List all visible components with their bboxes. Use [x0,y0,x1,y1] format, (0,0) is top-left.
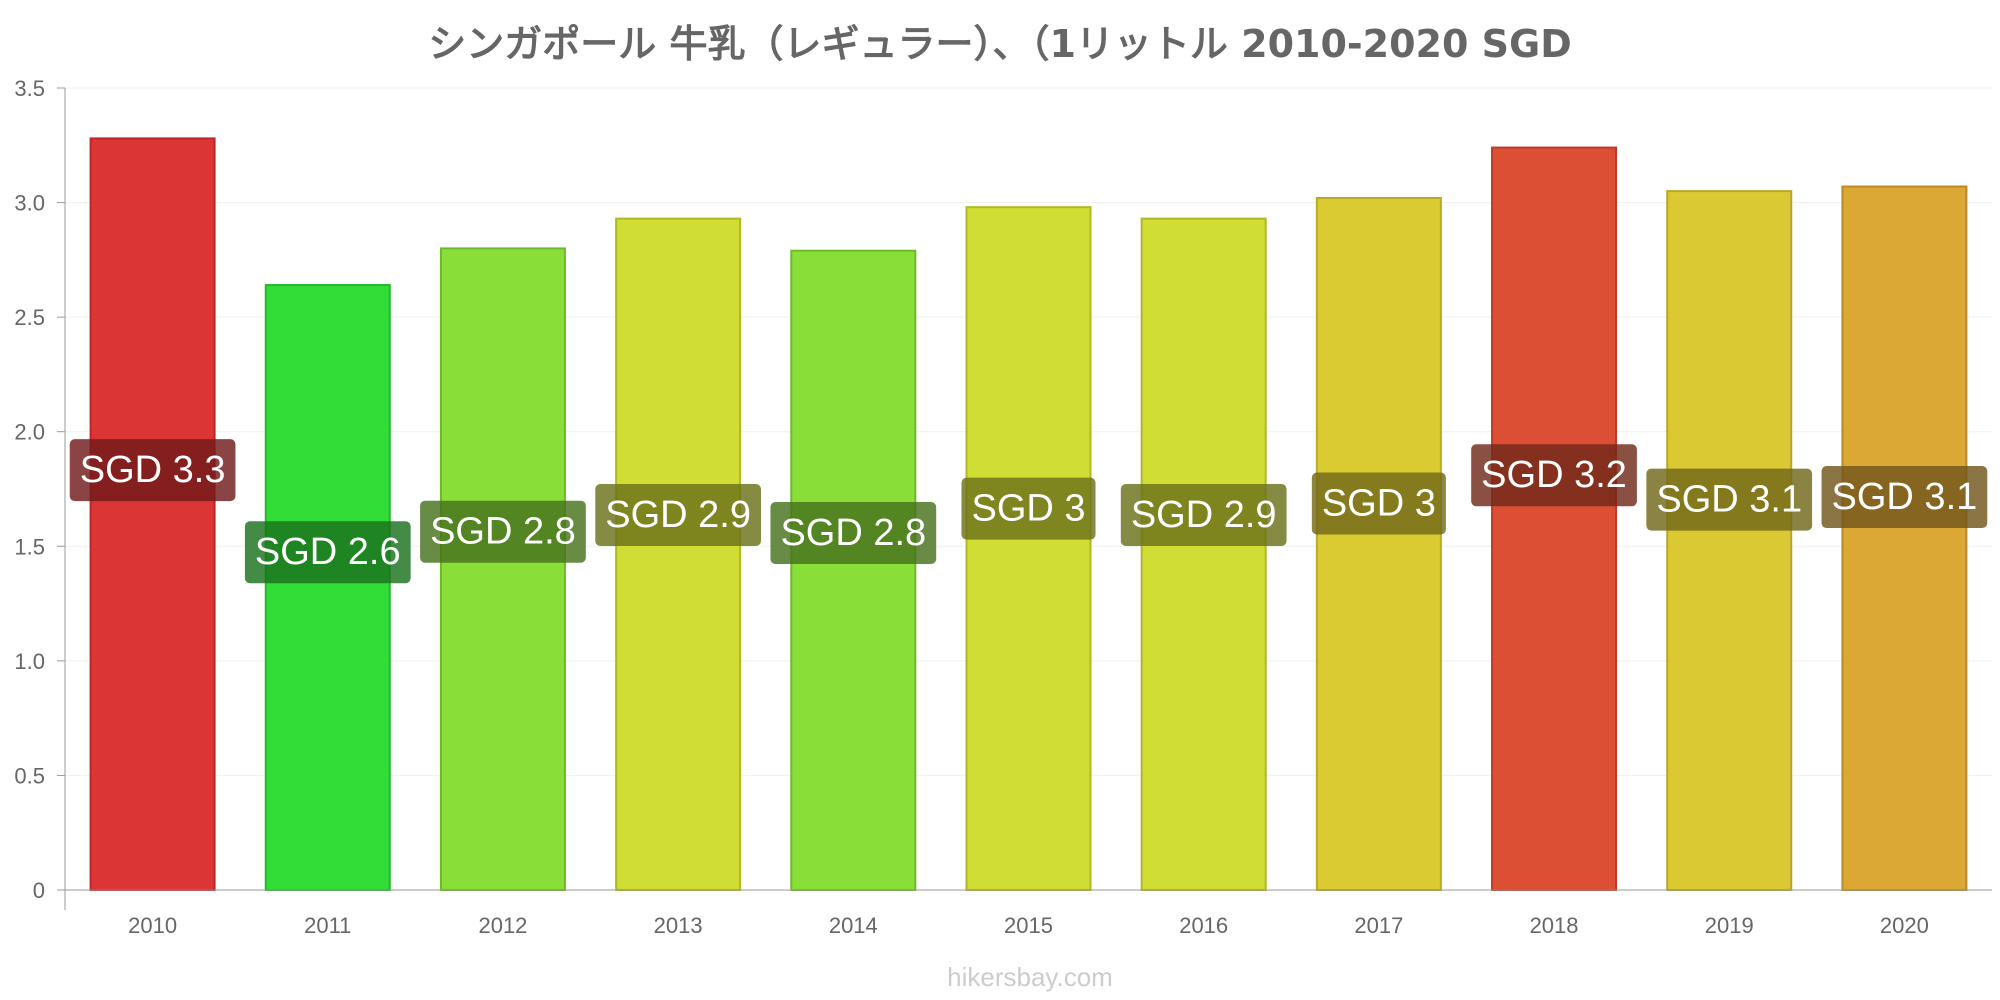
y-tick-label: 1.5 [14,534,45,559]
data-labels: SGD 3.3 SGD 2.6 SGD 2.8 SGD 2.9 SGD 2.8 SGD 3… [69,439,1988,584]
bar-2018 [1491,146,1618,891]
data-label-2018: SGD 3.2 [1471,444,1637,507]
data-label-text: SGD 2.8 [430,511,576,553]
data-label-background [961,477,1096,540]
watermark: hikersbay.com [947,962,1113,992]
y-tick-label: 2.5 [14,305,45,330]
data-label-2015: SGD 3 [961,477,1096,540]
data-label-2020: SGD 3.1 [1821,466,1988,529]
bar-2012 [439,247,566,891]
data-label-background [1120,484,1287,547]
data-label-background [1821,466,1988,529]
bar-2017 [1315,196,1442,891]
data-label-text: SGD 3.2 [1481,454,1627,496]
data-label-background [770,501,937,564]
data-label-text: SGD 3.1 [1832,476,1978,518]
data-label-background [244,521,411,584]
y-axis: 0 0.5 1.0 1.5 2.0 2.5 3.0 3.5 [14,76,66,910]
bars [89,137,1968,892]
data-label-2010: SGD 3.3 [69,439,236,502]
data-label-text: SGD 2.8 [780,512,926,554]
x-tick-label: 2017 [1354,913,1403,938]
x-tick-label: 2016 [1179,913,1228,938]
data-label-background [1646,468,1813,531]
data-label-2019: SGD 3.1 [1646,468,1813,531]
x-tick-label: 2019 [1705,913,1754,938]
y-tick-label: 3.5 [14,76,45,101]
data-label-text: SGD 2.9 [1131,494,1277,536]
data-label-background [69,439,236,502]
x-tick-label: 2020 [1880,913,1929,938]
y-tick-label: 2.0 [14,420,45,445]
x-tick-label: 2012 [478,913,527,938]
data-label-2011: SGD 2.6 [244,521,411,584]
y-tick-label: 3.0 [14,191,45,216]
data-label-2014: SGD 2.8 [770,501,937,564]
bar-2013 [615,217,742,891]
x-tick-label: 2018 [1530,913,1579,938]
chart-title: シンガポール 牛乳（レギュラー）、（1リットル 2010-2020 SGD [428,22,1572,66]
data-label-text: SGD 3.3 [80,449,226,491]
data-label-background [595,484,762,547]
data-label-text: SGD 2.9 [605,494,751,536]
x-axis: 2010 2011 2012 2013 2014 2015 2016 2017 2018 2019… [65,889,1992,938]
data-label-2016: SGD 2.9 [1120,484,1287,547]
bar-2016 [1140,217,1267,891]
data-label-background [420,500,586,563]
data-label-background [1311,472,1446,535]
x-tick-label: 2013 [654,913,703,938]
data-label-text: SGD 3 [1322,482,1436,524]
y-tick-label: 1.0 [14,649,45,674]
x-tick-label: 2011 [304,913,351,938]
data-label-background [1471,444,1637,507]
data-label-text: SGD 3 [971,488,1085,530]
y-tick-label: 0 [33,878,45,903]
bar-2014 [790,249,917,892]
bar-2011 [264,284,391,891]
data-label-text: SGD 2.6 [255,531,401,573]
bar-2010 [89,137,216,891]
data-label-2013: SGD 2.9 [595,484,762,547]
bar-2019 [1666,190,1793,892]
x-tick-label: 2010 [128,913,177,938]
data-label-2012: SGD 2.8 [420,500,586,563]
x-tick-label: 2014 [829,913,878,938]
data-label-text: SGD 3.1 [1656,479,1802,521]
x-tick-label: 2015 [1004,913,1053,938]
data-label-2017: SGD 3 [1311,472,1446,535]
y-tick-label: 0.5 [14,763,45,788]
bar-2015 [965,206,1092,891]
bar-2020 [1841,185,1968,891]
